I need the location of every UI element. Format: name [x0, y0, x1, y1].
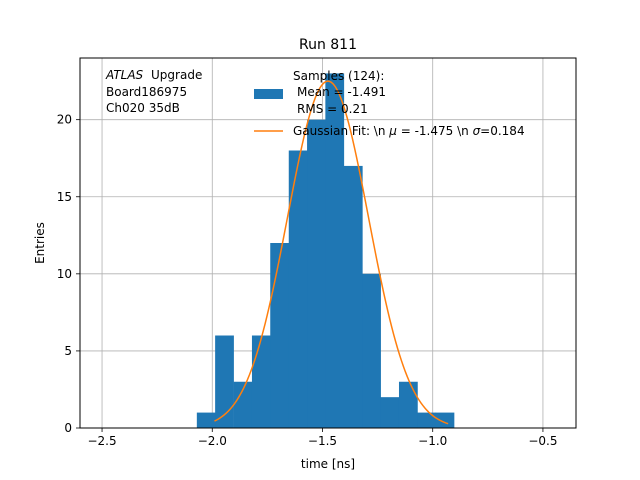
x-axis-label: time [ns]: [301, 457, 355, 471]
gaussian-fit-line: [214, 80, 449, 425]
histogram-bar: [251, 335, 271, 428]
histogram-bar: [196, 412, 216, 428]
chart-title: Run 811: [299, 37, 357, 53]
legend-fit-mu-symbol: μ: [388, 124, 397, 138]
svg-text:ATLAS Upgrade: ATLAS Upgrade: [105, 68, 202, 82]
legend-samples-line2: Mean = -1.491: [297, 85, 386, 99]
atlas-label: ATLAS: [105, 68, 144, 82]
board-label: Board186975: [106, 85, 187, 99]
y-tick-label: 20: [57, 113, 72, 127]
plot-frame: [79, 57, 577, 429]
legend-samples-line1: Samples (124):: [293, 69, 384, 83]
x-tick-label: −1.5: [308, 434, 337, 448]
channel-label: Ch020 35dB: [106, 101, 180, 115]
histogram-bar: [325, 73, 345, 429]
histogram-bar: [417, 412, 437, 428]
histogram-bar: [380, 397, 400, 428]
upgrade-label: Upgrade: [151, 68, 202, 82]
histogram-bar: [270, 243, 290, 428]
legend-fit-prefix: Gaussian Fit: \n: [293, 124, 389, 138]
atlas-annotation: ATLAS Upgrade Board186975 Ch020 35dB: [105, 68, 202, 115]
legend: Samples (124): Mean = -1.491 RMS = 0.21 …: [254, 69, 525, 138]
legend-fit-mu-value: = -1.475 \n: [397, 124, 473, 138]
histogram-bar: [288, 150, 308, 428]
legend-samples-swatch: [254, 89, 283, 99]
y-axis-label: Entries: [33, 222, 47, 264]
legend-fit-label: Gaussian Fit: \n μ = -1.475 \n σ=0.184: [293, 124, 525, 138]
histogram-bar: [233, 381, 253, 428]
histogram-bar: [435, 412, 455, 428]
histogram-bar: [398, 381, 418, 428]
y-tick-label: 10: [57, 267, 72, 281]
histogram-bar: [307, 119, 326, 429]
x-tick-label: −2.0: [198, 434, 227, 448]
x-tick-label: −2.5: [87, 434, 116, 448]
gaussian-fit-curve: [214, 80, 449, 425]
y-tick-label: 15: [57, 190, 72, 204]
histogram-bars: [196, 73, 455, 429]
histogram-bar: [215, 335, 234, 428]
x-tick-label: −1.0: [418, 434, 447, 448]
legend-fit-sigma-symbol: σ: [473, 124, 481, 138]
y-axis-ticks: 0 5 10 15 20: [57, 113, 80, 435]
histogram-bar: [362, 273, 381, 428]
x-tick-label: −0.5: [528, 434, 557, 448]
histogram-bar: [343, 165, 363, 428]
legend-samples-line3: RMS = 0.21: [297, 102, 368, 116]
legend-fit-sigma-value: =0.184: [480, 124, 524, 138]
x-axis-ticks: −2.5 −2.0 −1.5 −1.0 −0.5: [87, 428, 558, 448]
y-tick-label: 5: [64, 344, 72, 358]
y-tick-label: 0: [64, 421, 72, 435]
